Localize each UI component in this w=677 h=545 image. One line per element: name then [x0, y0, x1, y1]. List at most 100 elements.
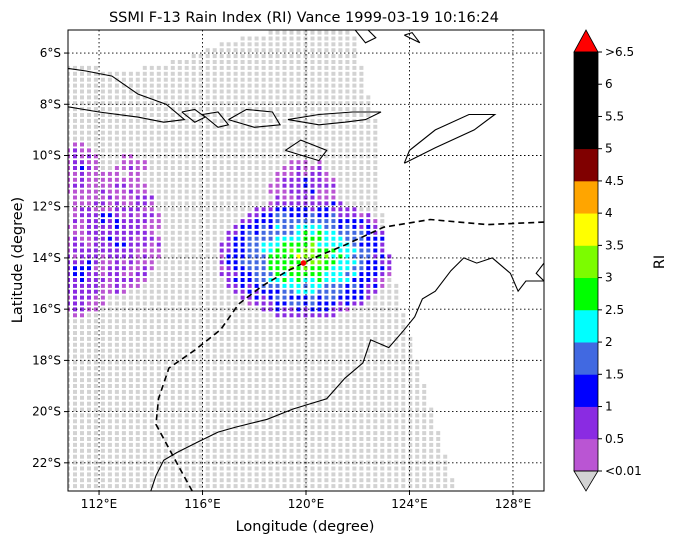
swath-pixel — [156, 401, 161, 406]
swath-pixel — [205, 301, 210, 306]
swath-pixel — [107, 136, 112, 141]
swath-pixel — [408, 425, 413, 430]
swath-pixel — [135, 142, 140, 147]
swath-pixel — [191, 460, 196, 465]
swath-pixel — [324, 130, 329, 135]
swath-pixel — [296, 230, 301, 235]
swath-pixel — [73, 331, 77, 335]
swath-pixel — [247, 177, 252, 182]
swath-pixel — [373, 130, 378, 135]
swath-pixel — [177, 60, 182, 64]
swath-pixel — [317, 207, 322, 212]
swath-pixel — [247, 113, 252, 117]
swath-pixel — [303, 478, 308, 483]
swath-pixel — [240, 342, 245, 347]
swath-pixel — [331, 160, 336, 165]
swath-pixel — [240, 189, 245, 194]
swath-pixel — [289, 460, 294, 465]
swath-pixel — [233, 331, 238, 335]
swath-pixel — [345, 248, 350, 253]
swath-pixel — [436, 454, 441, 459]
swath-pixel — [184, 160, 189, 165]
swath-pixel — [219, 425, 224, 430]
swath-pixel — [184, 278, 189, 282]
swath-pixel — [380, 378, 385, 383]
swath-pixel — [87, 130, 91, 135]
swath-pixel — [68, 425, 70, 430]
swath-pixel — [73, 230, 77, 235]
swath-pixel — [107, 319, 112, 324]
swath-pixel — [352, 148, 357, 153]
swath-pixel — [163, 466, 168, 471]
swath-pixel — [226, 71, 231, 76]
swath-pixel — [303, 148, 308, 153]
swath-pixel — [275, 466, 280, 471]
swath-pixel — [198, 213, 203, 218]
colorbar-tick-label: 2 — [605, 335, 613, 349]
swath-pixel — [282, 101, 287, 106]
swath-pixel — [331, 413, 336, 418]
swath-pixel — [331, 313, 336, 318]
swath-pixel — [219, 342, 224, 347]
swath-pixel — [268, 107, 273, 112]
swath-pixel — [380, 484, 385, 489]
swath-pixel — [135, 342, 140, 347]
swath-pixel — [233, 484, 238, 489]
swath-pixel — [80, 295, 84, 300]
swath-pixel — [401, 431, 406, 436]
swath-pixel — [156, 130, 161, 135]
swath-pixel — [107, 160, 112, 165]
swath-pixel — [387, 266, 392, 271]
swath-pixel — [429, 478, 434, 483]
swath-pixel — [93, 354, 98, 359]
swath-pixel — [429, 407, 434, 412]
swath-pixel — [184, 266, 189, 271]
swath-pixel — [73, 401, 77, 406]
swath-pixel — [212, 307, 217, 312]
swath-pixel — [352, 319, 357, 324]
swath-pixel — [135, 201, 140, 206]
swath-pixel — [275, 442, 280, 447]
swath-pixel — [275, 478, 280, 483]
swath-pixel — [191, 425, 196, 430]
swath-pixel — [247, 266, 252, 271]
swath-pixel — [107, 389, 112, 394]
swath-pixel — [114, 195, 119, 200]
swath-pixel — [233, 460, 238, 465]
swath-pixel — [359, 389, 364, 394]
swath-pixel — [177, 389, 182, 394]
swath-pixel — [247, 148, 252, 153]
swath-pixel — [324, 195, 329, 200]
swath-pixel — [331, 148, 336, 153]
swath-pixel — [68, 266, 70, 271]
swath-pixel — [422, 431, 427, 436]
swath-pixel — [415, 366, 420, 371]
swath-pixel — [226, 478, 231, 483]
swath-pixel — [205, 48, 210, 53]
swath-pixel — [359, 407, 364, 412]
y-tick-label: 16°S — [32, 302, 61, 316]
swath-pixel — [261, 278, 266, 282]
swath-pixel — [121, 101, 126, 106]
swath-pixel — [219, 348, 224, 353]
swath-pixel — [282, 224, 287, 229]
swath-pixel — [310, 431, 315, 436]
swath-pixel — [331, 401, 336, 406]
swath-pixel — [170, 136, 175, 141]
swath-pixel — [261, 48, 266, 53]
swath-pixel — [247, 248, 252, 253]
swath-pixel — [380, 360, 385, 365]
swath-pixel — [184, 283, 189, 288]
swath-pixel — [310, 448, 315, 453]
swath-pixel — [282, 201, 287, 206]
swath-pixel — [219, 136, 224, 141]
y-tick-label: 10°S — [32, 148, 61, 162]
swath-pixel — [401, 342, 406, 347]
colorbar-segment — [574, 277, 598, 311]
swath-pixel — [422, 401, 427, 406]
swath-pixel — [80, 425, 84, 430]
swath-pixel — [296, 272, 301, 277]
swath-pixel — [121, 419, 126, 424]
swath-pixel — [303, 213, 308, 218]
swath-pixel — [296, 413, 301, 418]
